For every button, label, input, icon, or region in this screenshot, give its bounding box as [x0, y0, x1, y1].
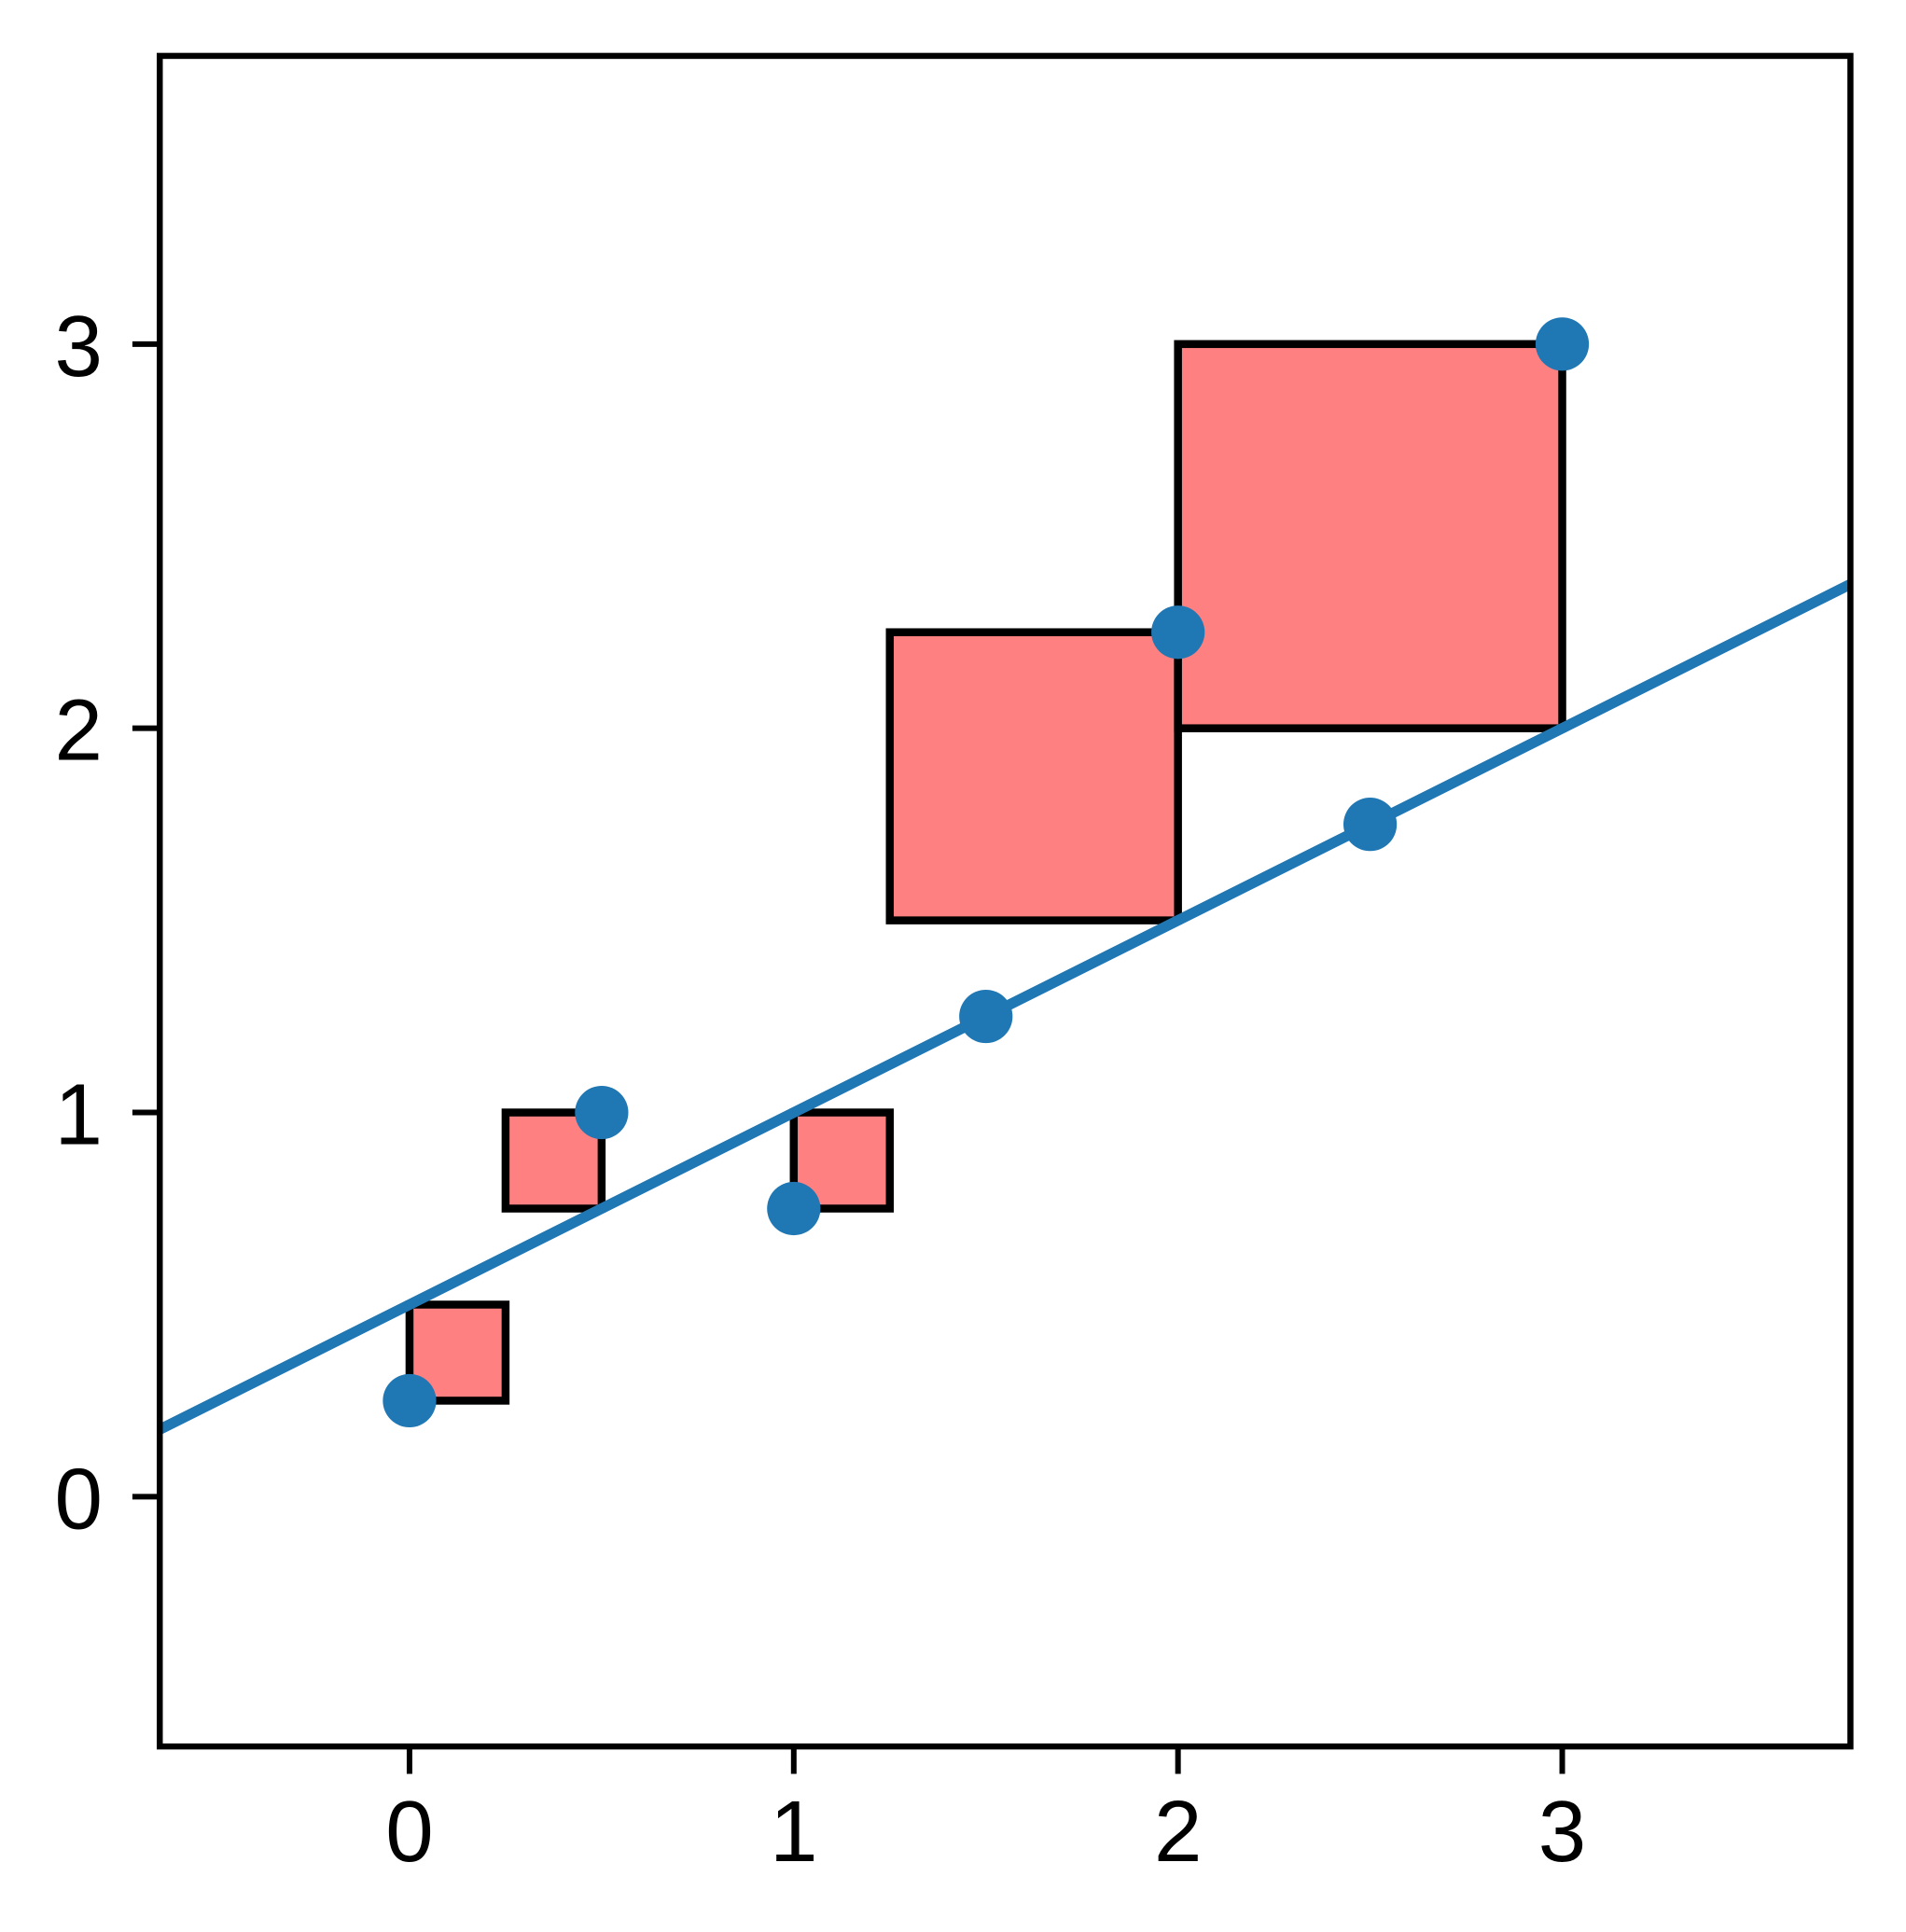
svg-text:1: 1	[55, 1066, 103, 1163]
svg-text:1: 1	[770, 1783, 817, 1880]
svg-text:0: 0	[55, 1450, 103, 1547]
svg-text:0: 0	[385, 1783, 433, 1880]
svg-text:2: 2	[1154, 1783, 1202, 1880]
svg-text:3: 3	[55, 298, 103, 395]
svg-text:2: 2	[55, 682, 103, 779]
svg-text:3: 3	[1538, 1783, 1586, 1880]
